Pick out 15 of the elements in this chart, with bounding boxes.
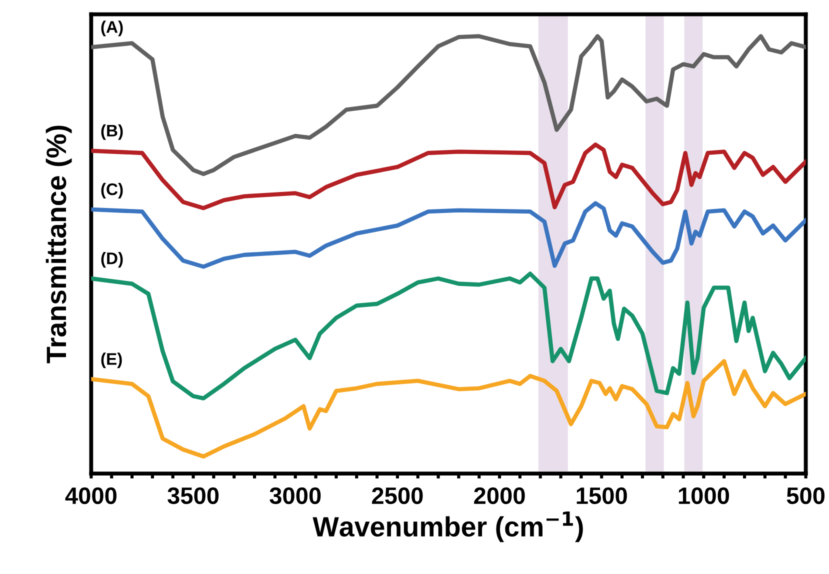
y-axis-title: Transmittance (%)	[46, 126, 72, 364]
x-tick-label: 1500	[576, 487, 627, 504]
x-tick-label: 2500	[372, 487, 423, 504]
x-tick-label: 3000	[270, 487, 321, 504]
x-tick-label: 1000	[678, 487, 729, 504]
series-label: (E)	[101, 352, 122, 368]
series-label: (D)	[101, 252, 123, 268]
x-axis-title: Wavenumber (cm$^{−1}$)	[312, 512, 583, 542]
series-label: (C)	[101, 182, 123, 198]
x-tick-label: 4000	[65, 487, 116, 504]
series-label: (B)	[101, 124, 123, 140]
x-tick-label: 500	[786, 487, 825, 504]
series-label: (A)	[101, 20, 123, 36]
x-tick-label: 2000	[474, 487, 525, 504]
x-tick-label: 3500	[168, 487, 219, 504]
